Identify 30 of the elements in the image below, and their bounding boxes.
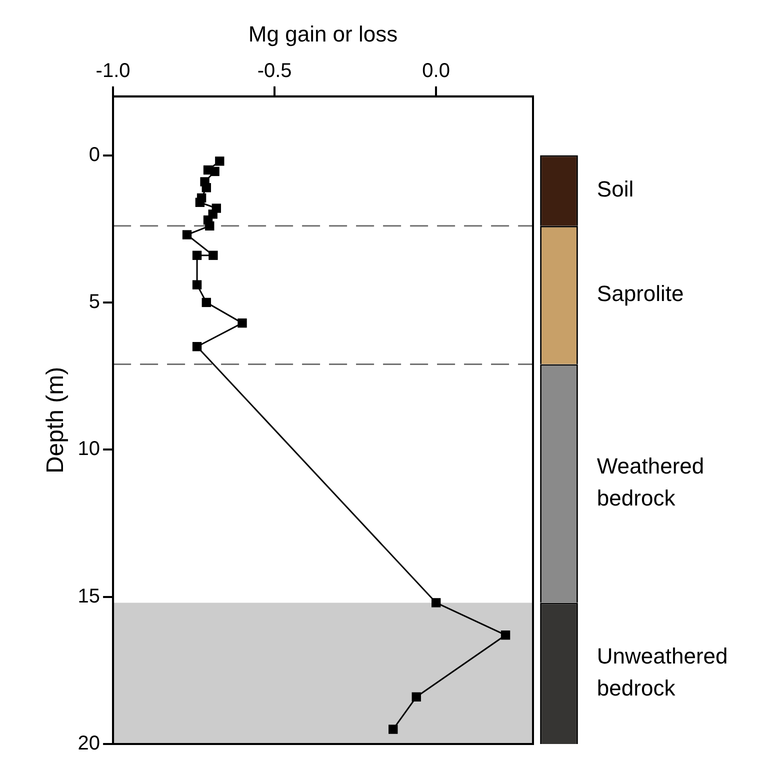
point [205, 221, 214, 231]
series-label: Weathered bedrock [596, 454, 704, 511]
point [208, 250, 218, 260]
y-tick-label: 10 [78, 438, 100, 460]
point [215, 156, 224, 166]
series-label: Soil [596, 176, 634, 202]
series-label: Unweathered bedrock [596, 643, 728, 700]
point [182, 230, 192, 240]
point [195, 198, 205, 207]
x-tick-label: 0.0 [422, 60, 450, 82]
y-tick-label: 5 [88, 290, 100, 313]
point [238, 318, 247, 328]
y-tick-label: 0 [88, 144, 100, 166]
point [431, 598, 441, 608]
x-axis-title: Mg gain or loss [248, 21, 398, 46]
point [202, 298, 211, 308]
y-tick-label: 15 [78, 585, 100, 608]
point [192, 250, 202, 260]
point [388, 724, 398, 734]
point [202, 183, 211, 192]
x-tick-label: -1.0 [96, 60, 130, 82]
point [412, 692, 421, 702]
point [500, 630, 510, 640]
series-label: Saprolite [596, 281, 684, 306]
point [192, 342, 202, 352]
point [210, 166, 220, 176]
point [192, 280, 202, 290]
y-axis-title: Depth (m) [42, 366, 70, 474]
x-tick-label: -0.5 [257, 60, 292, 82]
y-tick-label: 20 [78, 732, 100, 755]
